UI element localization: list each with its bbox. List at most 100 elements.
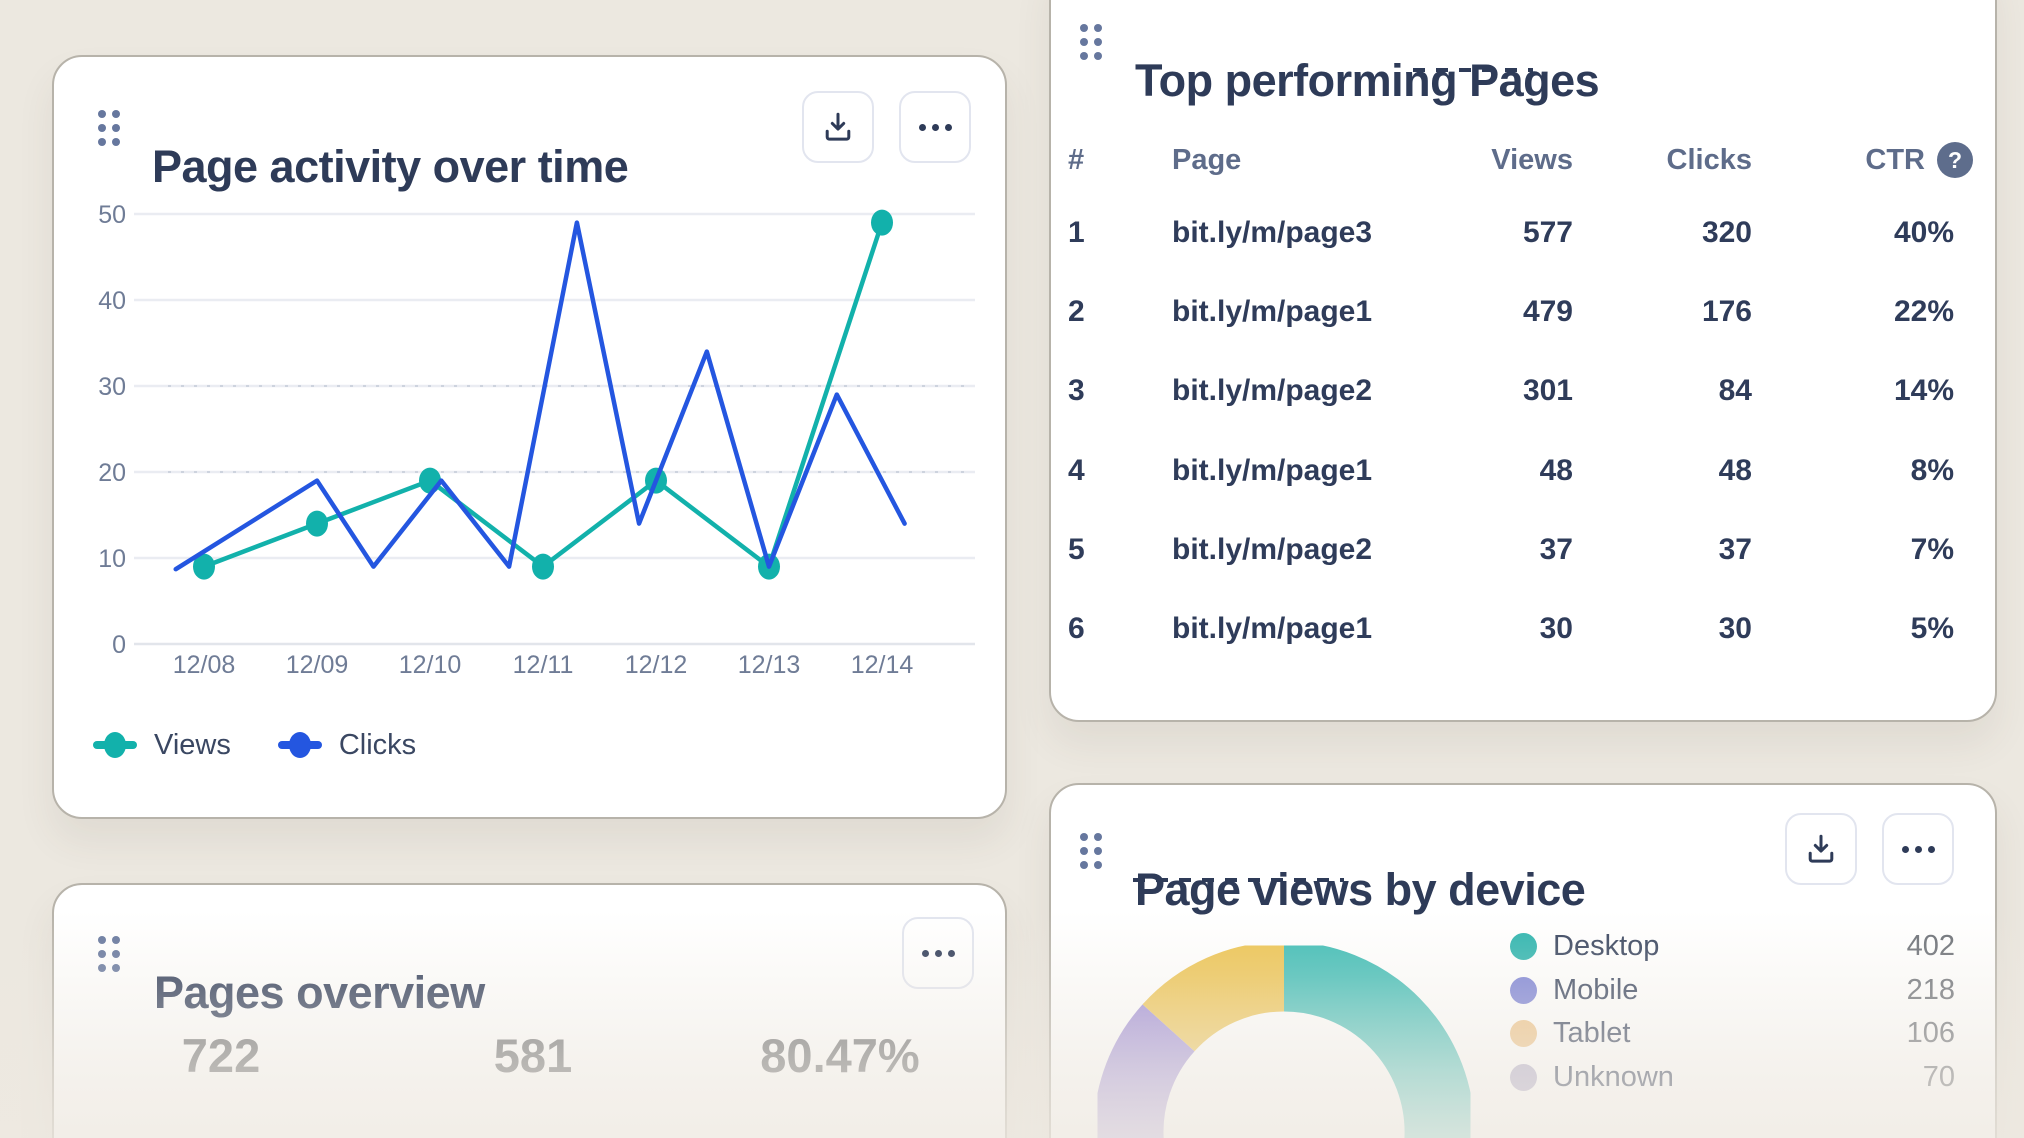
device-legend-item[interactable]: Tablet 106: [1510, 1012, 1955, 1056]
ellipsis-icon: [921, 949, 955, 957]
cell-rank: 4: [1068, 453, 1085, 487]
y-tick-label: 30: [98, 373, 126, 401]
y-tick-label: 10: [98, 545, 126, 573]
cell-views: 30: [1539, 612, 1573, 646]
col-views: Views: [1491, 143, 1573, 176]
device-legend-item[interactable]: Desktop 402: [1510, 925, 1955, 969]
series-line-clicks: [173, 220, 907, 572]
data-point[interactable]: [419, 467, 441, 494]
legend-marker-icon: [277, 732, 322, 758]
title-dash-underline: [1413, 68, 1533, 72]
legend-label: Clicks: [338, 728, 417, 761]
col-rank: #: [1068, 143, 1085, 176]
table-row: 1 bit.ly/m/page3 577 320 40%: [1068, 193, 1973, 272]
donut-legend: Desktop 402 Mobile 218 Tablet 106 Unknown 70: [1510, 925, 1955, 1099]
cell-page-link[interactable]: bit.ly/m/page2: [1172, 374, 1373, 408]
card-top-performing-pages: Top performing Pages # Page Views Clicks…: [1049, 0, 1997, 722]
legend-item-views[interactable]: Views: [92, 729, 231, 762]
legend-label: Views: [154, 728, 231, 761]
table-header: # Page Views Clicks CTR ?: [1068, 135, 1973, 185]
data-point[interactable]: [871, 209, 893, 236]
download-icon: [1808, 834, 1834, 863]
x-tick-label: 12/12: [625, 651, 688, 679]
drag-handle-icon[interactable]: [1080, 24, 1102, 60]
download-button[interactable]: [1785, 813, 1857, 885]
ellipsis-icon: [1901, 845, 1935, 853]
legend-dot-icon: [1510, 1063, 1537, 1091]
legend-dot-icon: [1510, 1020, 1537, 1048]
table-row: 6 bit.ly/m/page1 30 30 5%: [1068, 589, 1973, 668]
cell-views: 479: [1522, 294, 1573, 328]
donut-segment-desktop[interactable]: [1279, 941, 1475, 1138]
cell-clicks: 30: [1718, 612, 1752, 646]
card-title: Pages overview: [154, 967, 485, 1019]
cell-page-link[interactable]: bit.ly/m/page1: [1172, 453, 1373, 487]
legend-item-clicks[interactable]: Clicks: [277, 729, 416, 762]
cell-clicks: 320: [1701, 215, 1752, 249]
line-chart: 0 10 20 30 40 50 12/08 12/09 12/10 12/11 12/12 12/1…: [98, 201, 975, 679]
y-tick-label: 40: [98, 287, 126, 315]
table-body: 1 bit.ly/m/page3 577 320 40% 2 bit.ly/m/page1 4…: [1068, 193, 1973, 669]
legend-value: 106: [1906, 1017, 1955, 1050]
cell-page-link[interactable]: bit.ly/m/page2: [1172, 532, 1373, 566]
question-icon[interactable]: ?: [1937, 142, 1973, 178]
legend-label: Desktop: [1553, 930, 1660, 963]
drag-handle-icon[interactable]: [1080, 833, 1102, 869]
chart-legend: Views Clicks: [92, 721, 416, 769]
legend-label: Unknown: [1553, 1060, 1674, 1093]
card-title: Page views by device: [1135, 864, 1586, 916]
col-page: Page: [1172, 143, 1242, 176]
card-page-activity: Page activity over time 0 10 20 30 40 50 12/08…: [52, 55, 1007, 819]
cell-ctr: 22%: [1893, 294, 1954, 328]
cell-views: 37: [1539, 532, 1573, 566]
x-tick-label: 12/10: [399, 651, 462, 679]
title-dash-underline: [1133, 878, 1344, 882]
legend-label: Mobile: [1553, 973, 1639, 1006]
cell-clicks: 84: [1718, 374, 1752, 408]
legend-value: 402: [1906, 930, 1955, 963]
col-ctr: CTR ?: [1752, 142, 1973, 178]
card-pages-overview: Pages overview 722 581 80.47%: [52, 883, 1007, 1138]
col-clicks: Clicks: [1666, 143, 1752, 176]
overview-stat-value: 581: [493, 1029, 573, 1082]
cell-views: 577: [1522, 215, 1573, 249]
donut-segment-tablet[interactable]: [1142, 941, 1286, 1053]
legend-marker-icon: [93, 732, 137, 758]
cell-ctr: 14%: [1893, 374, 1954, 408]
cell-rank: 1: [1068, 215, 1085, 249]
cell-page-link[interactable]: bit.ly/m/page1: [1172, 294, 1373, 328]
legend-dot-icon: [1510, 933, 1537, 961]
y-tick-label: 50: [98, 201, 126, 229]
cell-rank: 2: [1068, 294, 1085, 328]
data-point[interactable]: [306, 510, 328, 537]
table-row: 5 bit.ly/m/page2 37 37 7%: [1068, 510, 1973, 589]
drag-handle-icon[interactable]: [98, 936, 120, 972]
table-row: 4 bit.ly/m/page1 48 48 8%: [1068, 431, 1973, 510]
cell-views: 301: [1522, 374, 1573, 408]
cell-clicks: 176: [1701, 294, 1752, 328]
data-point[interactable]: [532, 553, 554, 580]
x-tick-label: 12/08: [173, 651, 236, 679]
legend-dot-icon: [1510, 976, 1537, 1004]
legend-label: Tablet: [1553, 1017, 1631, 1050]
cell-ctr: 8%: [1910, 453, 1954, 487]
x-tick-label: 12/13: [738, 651, 801, 679]
cell-page-link[interactable]: bit.ly/m/page3: [1172, 215, 1373, 249]
y-tick-label: 20: [98, 459, 126, 487]
device-legend-item[interactable]: Unknown 70: [1510, 1056, 1955, 1100]
device-legend-item[interactable]: Mobile 218: [1510, 969, 1955, 1013]
cell-page-link[interactable]: bit.ly/m/page1: [1172, 612, 1373, 646]
x-tick-label: 12/11: [513, 651, 574, 679]
cell-clicks: 37: [1718, 532, 1752, 566]
donut-chart: [1093, 941, 1475, 1138]
table-row: 2 bit.ly/m/page1 479 176 22%: [1068, 272, 1973, 351]
x-tick-label: 12/09: [286, 651, 349, 679]
legend-value: 218: [1906, 973, 1955, 1006]
card-title: Top performing Pages: [1135, 55, 1600, 107]
more-button[interactable]: [902, 917, 974, 989]
x-tick-label: 12/14: [851, 651, 914, 679]
cell-ctr: 5%: [1910, 612, 1954, 646]
overview-stat-value: 722: [181, 1029, 261, 1082]
more-button[interactable]: [1882, 813, 1954, 885]
table-row: 3 bit.ly/m/page2 301 84 14%: [1068, 352, 1973, 431]
